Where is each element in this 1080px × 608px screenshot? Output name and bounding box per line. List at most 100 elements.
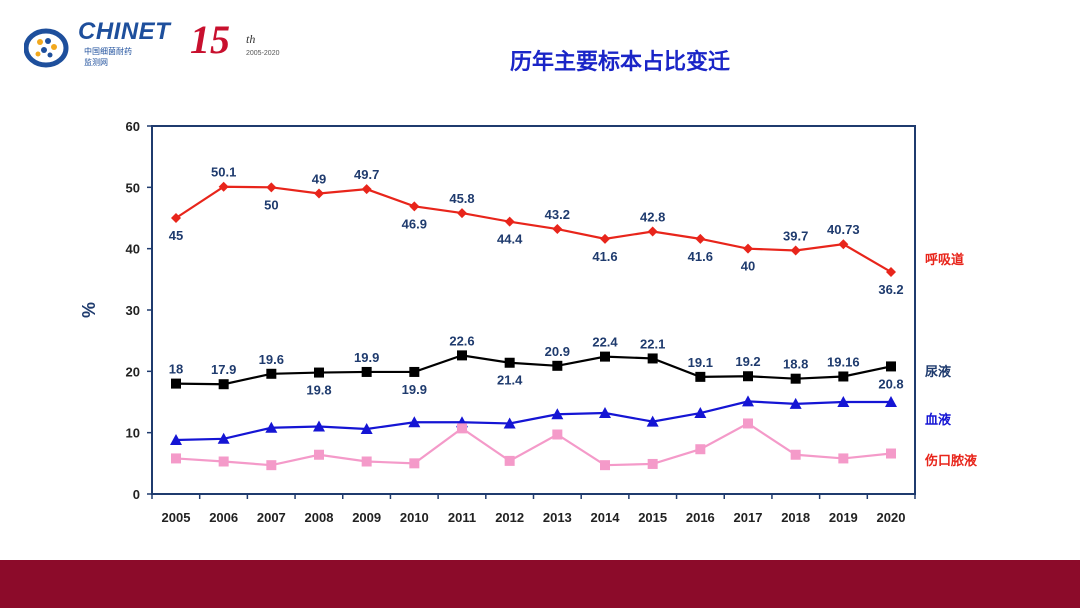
data-point — [789, 397, 802, 409]
data-label: 19.1 — [688, 355, 713, 370]
data-label: 46.9 — [402, 216, 427, 231]
data-point — [457, 350, 467, 361]
data-label: 43.2 — [545, 207, 570, 222]
legend-label: 血液 — [925, 412, 951, 427]
data-point — [409, 458, 420, 469]
data-point — [504, 216, 515, 227]
x-tick-label: 2014 — [591, 510, 621, 525]
y-tick-label: 60 — [126, 119, 140, 134]
data-point — [695, 371, 706, 382]
data-label: 42.8 — [640, 209, 665, 224]
anniversary-suffix: th — [246, 32, 256, 46]
data-point — [790, 449, 801, 460]
data-point — [790, 245, 801, 256]
data-label: 20.8 — [878, 376, 903, 391]
x-tick-label: 2008 — [305, 510, 334, 525]
y-tick-label: 50 — [126, 180, 140, 195]
data-point — [743, 371, 753, 382]
data-label: 18.8 — [783, 357, 808, 372]
data-point — [790, 373, 801, 384]
x-tick-label: 2009 — [352, 510, 381, 525]
data-point — [838, 371, 849, 382]
data-label: 17.9 — [211, 362, 236, 377]
data-label: 39.7 — [783, 229, 808, 244]
data-point — [313, 420, 325, 432]
series-line — [175, 400, 891, 442]
x-tick-label: 2013 — [543, 510, 572, 525]
data-point — [695, 233, 706, 244]
data-point — [599, 407, 611, 419]
data-point — [361, 456, 372, 467]
data-label: 50 — [264, 197, 278, 212]
x-tick-label: 2012 — [495, 510, 524, 525]
x-tick-label: 2011 — [448, 510, 476, 525]
data-point — [265, 421, 278, 433]
data-point — [743, 243, 753, 254]
data-label: 19.8 — [306, 383, 331, 398]
data-point — [743, 418, 753, 429]
data-point — [838, 453, 849, 464]
data-point — [646, 415, 659, 427]
data-point — [361, 366, 372, 377]
data-label: 18 — [169, 362, 183, 377]
data-label: 22.6 — [449, 333, 474, 348]
x-tick-label: 2019 — [829, 510, 858, 525]
data-point — [647, 226, 658, 237]
data-label: 40 — [741, 259, 755, 274]
data-label: 50.1 — [211, 165, 236, 180]
data-label: 36.2 — [878, 282, 903, 297]
chinet-logo: CHINET 中国细菌耐药 监测网 — [22, 18, 182, 74]
data-point — [504, 455, 515, 466]
data-point — [552, 224, 563, 235]
y-tick-label: 30 — [126, 303, 140, 318]
data-point — [886, 266, 896, 277]
data-point — [742, 395, 754, 407]
anniversary-number: 15 — [190, 17, 230, 62]
logo-subtitle: 中国细菌耐药 — [84, 47, 132, 56]
legend-label: 呼吸道 — [925, 252, 964, 267]
data-point — [314, 449, 324, 460]
data-label: 40.73 — [827, 222, 860, 237]
anniversary-years: 2005-2020 — [246, 50, 280, 57]
data-point — [170, 434, 182, 446]
series-line — [175, 354, 892, 386]
data-label: 19.6 — [259, 352, 284, 367]
y-tick-label: 40 — [126, 242, 140, 257]
series-line — [175, 422, 892, 467]
x-tick-label: 2006 — [209, 510, 238, 525]
legend-label: 伤口脓液 — [924, 453, 977, 468]
data-point — [218, 181, 229, 192]
x-tick-label: 2007 — [257, 510, 286, 525]
data-point — [171, 453, 181, 464]
data-point — [647, 353, 658, 364]
data-point — [361, 184, 372, 195]
y-tick-label: 0 — [133, 487, 140, 502]
legend-label: 尿液 — [925, 364, 951, 379]
x-tick-label: 2017 — [734, 510, 763, 525]
data-point — [886, 448, 896, 459]
data-point — [217, 432, 230, 444]
data-point — [360, 422, 373, 434]
x-tick-label: 2018 — [781, 510, 810, 525]
data-label: 45 — [169, 228, 183, 243]
data-point — [837, 396, 850, 407]
data-point — [218, 379, 229, 390]
x-tick-label: 2005 — [162, 510, 191, 525]
data-point — [171, 378, 181, 389]
data-label: 49.7 — [354, 167, 379, 182]
data-point — [647, 458, 658, 469]
data-point — [409, 201, 420, 212]
data-point — [314, 367, 324, 378]
data-point — [408, 416, 421, 428]
data-point — [171, 213, 181, 223]
data-label: 45.8 — [449, 191, 474, 206]
data-point — [552, 360, 563, 371]
data-point — [838, 239, 849, 250]
page-title: 历年主要标本占比变迁 — [509, 49, 730, 74]
data-point — [600, 233, 610, 244]
data-point — [552, 429, 563, 440]
data-point — [218, 456, 229, 467]
data-point — [694, 407, 707, 419]
data-point — [266, 368, 277, 379]
data-point — [314, 188, 324, 199]
